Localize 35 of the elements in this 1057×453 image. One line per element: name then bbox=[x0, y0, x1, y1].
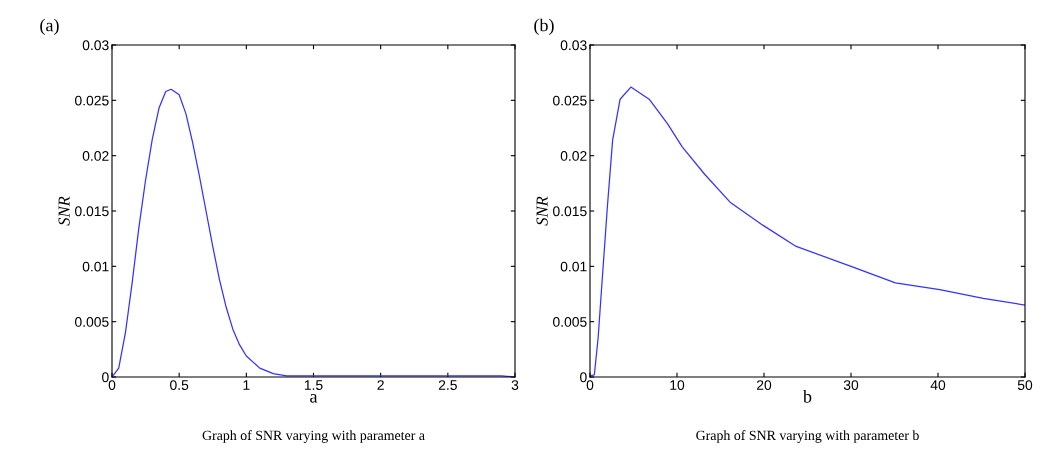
y-tick-label: 0.005 bbox=[75, 317, 109, 327]
x-tick-label: 0.5 bbox=[170, 380, 189, 390]
y-tick-label: 0 bbox=[102, 372, 109, 383]
y-tick-label: 0.005 bbox=[553, 317, 587, 327]
y-tick-label: 0.01 bbox=[560, 261, 587, 272]
x-tick-label: 3 bbox=[511, 380, 519, 390]
y-tick-label: 0.01 bbox=[82, 261, 109, 272]
y-tick-label: 0 bbox=[580, 372, 587, 383]
x-tick-label: 20 bbox=[756, 380, 772, 390]
y-tick-label: 0.02 bbox=[560, 151, 587, 161]
x-tick-label: 10 bbox=[670, 380, 685, 390]
y-axis-title: SNR bbox=[536, 196, 548, 226]
y-tick-label: 0.03 bbox=[82, 40, 109, 51]
x-tick-label: 50 bbox=[1017, 380, 1033, 390]
x-tick-label: 0 bbox=[586, 380, 594, 390]
y-tick-label: 0.025 bbox=[553, 95, 587, 106]
x-tick-label: 1 bbox=[243, 380, 250, 390]
y-axis-title: SNR bbox=[58, 196, 70, 226]
x-tick-label: 40 bbox=[930, 380, 946, 390]
y-tick-label: 0.015 bbox=[553, 206, 587, 217]
y-tick-label: 0.02 bbox=[82, 151, 109, 161]
y-tick-label: 0.03 bbox=[560, 40, 587, 51]
x-axis-title: a bbox=[310, 394, 318, 403]
x-tick-label: 0 bbox=[108, 380, 116, 390]
chart-title: (b) bbox=[534, 18, 554, 36]
x-axis-title: b bbox=[802, 389, 812, 403]
chart-title: (a) bbox=[40, 18, 59, 36]
x-tick-label: 2 bbox=[377, 380, 384, 390]
text: Graph of SNR varying with parameter a bbox=[202, 430, 425, 443]
text: Graph of SNR varying with parameter b bbox=[696, 430, 919, 443]
y-tick-label: 0.025 bbox=[75, 95, 109, 106]
x-tick-label: 1.5 bbox=[304, 380, 323, 390]
x-tick-label: 2.5 bbox=[438, 380, 457, 390]
y-tick-label: 0.015 bbox=[75, 206, 109, 217]
x-tick-label: 30 bbox=[843, 380, 859, 390]
